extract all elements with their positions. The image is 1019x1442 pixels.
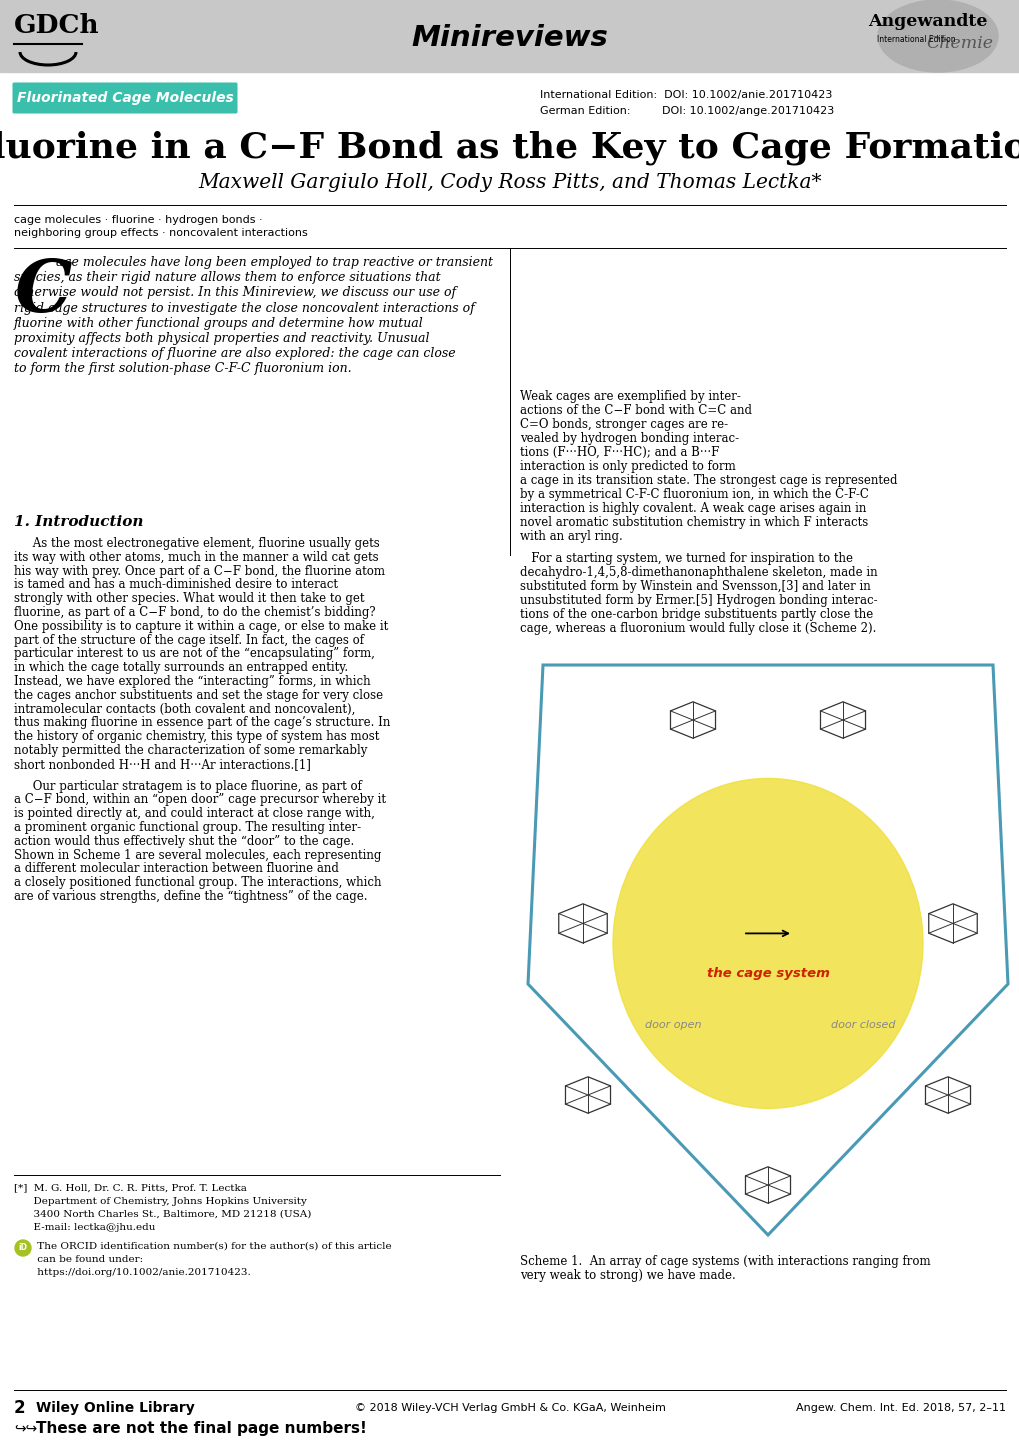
Text: substituted form by Winstein and Svensson,[3] and later in: substituted form by Winstein and Svensso… — [520, 580, 870, 593]
Text: age molecules have long been employed to trap reactive or transient: age molecules have long been employed to… — [56, 257, 492, 270]
Text: proximity affects both physical properties and reactivity. Unusual: proximity affects both physical properti… — [14, 332, 429, 345]
Text: German Edition:         DOI: 10.1002/ange.201710423: German Edition: DOI: 10.1002/ange.201710… — [539, 107, 834, 115]
Text: 2: 2 — [14, 1399, 25, 1417]
Text: Wiley Online Library: Wiley Online Library — [36, 1402, 195, 1415]
Text: The ORCID identification number(s) for the author(s) of this article: The ORCID identification number(s) for t… — [34, 1242, 391, 1252]
Text: covalent interactions of fluorine are also explored: the cage can close: covalent interactions of fluorine are al… — [14, 348, 455, 360]
Text: Shown in Scheme 1 are several molecules, each representing: Shown in Scheme 1 are several molecules,… — [14, 848, 381, 862]
Text: the cages anchor substituents and set the stage for very close: the cages anchor substituents and set th… — [14, 689, 383, 702]
Text: a prominent organic functional group. The resulting inter-: a prominent organic functional group. Th… — [14, 820, 361, 833]
Text: his way with prey. Once part of a C−F bond, the fluorine atom: his way with prey. Once part of a C−F bo… — [14, 565, 384, 578]
Text: GDCh: GDCh — [14, 13, 100, 37]
Text: tions of the one-carbon bridge substituents partly close the: tions of the one-carbon bridge substitue… — [520, 609, 872, 622]
Text: a closely positioned functional group. The interactions, which: a closely positioned functional group. T… — [14, 877, 381, 890]
Text: Fluorine in a C−F Bond as the Key to Cage Formation: Fluorine in a C−F Bond as the Key to Cag… — [0, 131, 1019, 166]
Text: Angewandte: Angewandte — [867, 13, 986, 30]
Text: the cage system: the cage system — [706, 968, 828, 981]
Text: notably permitted the characterization of some remarkably: notably permitted the characterization o… — [14, 744, 367, 757]
Ellipse shape — [877, 0, 997, 72]
Text: E-mail: lectka@jhu.edu: E-mail: lectka@jhu.edu — [14, 1223, 155, 1233]
Text: 1. Introduction: 1. Introduction — [14, 515, 144, 529]
Text: door open: door open — [644, 1019, 701, 1030]
Text: interaction is only predicted to form: interaction is only predicted to form — [520, 460, 735, 473]
Text: As the most electronegative element, fluorine usually gets: As the most electronegative element, flu… — [14, 536, 379, 549]
Text: cage, whereas a fluoronium would fully close it (Scheme 2).: cage, whereas a fluoronium would fully c… — [520, 622, 875, 634]
Text: © 2018 Wiley-VCH Verlag GmbH & Co. KGaA, Weinheim: © 2018 Wiley-VCH Verlag GmbH & Co. KGaA,… — [355, 1403, 664, 1413]
Text: decahydro-1,4,5,8-dimethanonaphthalene skeleton, made in: decahydro-1,4,5,8-dimethanonaphthalene s… — [520, 567, 876, 580]
Text: by a symmetrical C-F-C fluoronium ion, in which the C-F-C: by a symmetrical C-F-C fluoronium ion, i… — [520, 487, 868, 500]
Text: the history of organic chemistry, this type of system has most: the history of organic chemistry, this t… — [14, 730, 379, 743]
Text: Maxwell Gargiulo Holl, Cody Ross Pitts, and Thomas Lectka*: Maxwell Gargiulo Holl, Cody Ross Pitts, … — [198, 173, 821, 192]
Text: These are not the final page numbers!: These are not the final page numbers! — [36, 1420, 367, 1435]
Text: rigid cage structures to investigate the close noncovalent interactions of: rigid cage structures to investigate the… — [14, 301, 474, 314]
Text: in which the cage totally surrounds an entrapped entity.: in which the cage totally surrounds an e… — [14, 662, 347, 675]
Text: a C−F bond, within an “open door” cage precursor whereby it: a C−F bond, within an “open door” cage p… — [14, 793, 385, 806]
Text: strongly with other species. What would it then take to get: strongly with other species. What would … — [14, 593, 364, 606]
Text: short nonbonded H···H and H···Ar interactions.[1]: short nonbonded H···H and H···Ar interac… — [14, 758, 311, 771]
Text: particular interest to us are not of the “encapsulating” form,: particular interest to us are not of the… — [14, 647, 375, 660]
Text: iD: iD — [18, 1243, 28, 1253]
Ellipse shape — [15, 1240, 31, 1256]
Text: with an aryl ring.: with an aryl ring. — [520, 531, 623, 544]
Text: tions (F···HO, F···HC); and a B···F: tions (F···HO, F···HC); and a B···F — [520, 446, 718, 459]
Text: a different molecular interaction between fluorine and: a different molecular interaction betwee… — [14, 862, 338, 875]
Bar — [0, 0, 1019, 72]
Text: are of various strengths, define the “tightness” of the cage.: are of various strengths, define the “ti… — [14, 890, 367, 903]
Text: For a starting system, we turned for inspiration to the: For a starting system, we turned for ins… — [520, 552, 852, 565]
Ellipse shape — [612, 779, 922, 1109]
Text: One possibility is to capture it within a cage, or else to make it: One possibility is to capture it within … — [14, 620, 388, 633]
Text: novel aromatic substitution chemistry in which F interacts: novel aromatic substitution chemistry in… — [520, 516, 867, 529]
Text: Weak cages are exemplified by inter-: Weak cages are exemplified by inter- — [520, 389, 740, 402]
Text: unsubstituted form by Ermer.[5] Hydrogen bonding interac-: unsubstituted form by Ermer.[5] Hydrogen… — [520, 594, 876, 607]
Text: C: C — [14, 257, 71, 327]
Text: https://doi.org/10.1002/anie.201710423.: https://doi.org/10.1002/anie.201710423. — [34, 1268, 251, 1278]
Text: otherwise would not persist. In this Minireview, we discuss our use of: otherwise would not persist. In this Min… — [14, 287, 455, 300]
Text: International Edition: International Edition — [875, 35, 955, 43]
Text: species, as their rigid nature allows them to enforce situations that: species, as their rigid nature allows th… — [14, 271, 440, 284]
Text: actions of the C−F bond with C=C and: actions of the C−F bond with C=C and — [520, 404, 751, 417]
Text: fluorine, as part of a C−F bond, to do the chemist’s bidding?: fluorine, as part of a C−F bond, to do t… — [14, 606, 375, 619]
Text: intramolecular contacts (both covalent and noncovalent),: intramolecular contacts (both covalent a… — [14, 702, 355, 715]
Text: interaction is highly covalent. A weak cage arises again in: interaction is highly covalent. A weak c… — [520, 502, 865, 515]
Text: [*]  M. G. Holl, Dr. C. R. Pitts, Prof. T. Lectka: [*] M. G. Holl, Dr. C. R. Pitts, Prof. T… — [14, 1182, 247, 1193]
Text: part of the structure of the cage itself. In fact, the cages of: part of the structure of the cage itself… — [14, 633, 364, 646]
Text: can be found under:: can be found under: — [34, 1255, 143, 1265]
Text: vealed by hydrogen bonding interac-: vealed by hydrogen bonding interac- — [520, 433, 739, 446]
Text: is pointed directly at, and could interact at close range with,: is pointed directly at, and could intera… — [14, 808, 375, 820]
Text: Angew. Chem. Int. Ed. 2018, 57, 2–11: Angew. Chem. Int. Ed. 2018, 57, 2–11 — [795, 1403, 1005, 1413]
Text: Department of Chemistry, Johns Hopkins University: Department of Chemistry, Johns Hopkins U… — [14, 1197, 307, 1206]
Text: action would thus effectively shut the “door” to the cage.: action would thus effectively shut the “… — [14, 835, 354, 848]
Text: Instead, we have explored the “interacting” forms, in which: Instead, we have explored the “interacti… — [14, 675, 370, 688]
Text: Chemie: Chemie — [925, 36, 993, 52]
Text: ↪↪: ↪↪ — [14, 1420, 38, 1435]
Text: very weak to strong) we have made.: very weak to strong) we have made. — [520, 1269, 735, 1282]
Text: a cage in its transition state. The strongest cage is represented: a cage in its transition state. The stro… — [520, 474, 897, 487]
Text: fluorine with other functional groups and determine how mutual: fluorine with other functional groups an… — [14, 317, 423, 330]
Text: Minireviews: Minireviews — [411, 25, 608, 52]
Text: is tamed and has a much-diminished desire to interact: is tamed and has a much-diminished desir… — [14, 578, 337, 591]
Text: its way with other atoms, much in the manner a wild cat gets: its way with other atoms, much in the ma… — [14, 551, 378, 564]
Text: Our particular stratagem is to place fluorine, as part of: Our particular stratagem is to place flu… — [14, 780, 362, 793]
Text: Fluorinated Cage Molecules: Fluorinated Cage Molecules — [16, 91, 233, 105]
Text: thus making fluorine in essence part of the cage’s structure. In: thus making fluorine in essence part of … — [14, 717, 390, 730]
Text: International Edition:  DOI: 10.1002/anie.201710423: International Edition: DOI: 10.1002/anie… — [539, 89, 832, 99]
FancyBboxPatch shape — [12, 82, 237, 114]
Text: Scheme 1.  An array of cage systems (with interactions ranging from: Scheme 1. An array of cage systems (with… — [520, 1255, 929, 1268]
Text: door closed: door closed — [829, 1019, 895, 1030]
Text: cage molecules · fluorine · hydrogen bonds ·: cage molecules · fluorine · hydrogen bon… — [14, 215, 262, 225]
Text: to form the first solution-phase C-F-C fluoronium ion.: to form the first solution-phase C-F-C f… — [14, 362, 352, 375]
Text: 3400 North Charles St., Baltimore, MD 21218 (USA): 3400 North Charles St., Baltimore, MD 21… — [14, 1210, 311, 1218]
Text: neighboring group effects · noncovalent interactions: neighboring group effects · noncovalent … — [14, 228, 308, 238]
Text: C=O bonds, stronger cages are re-: C=O bonds, stronger cages are re- — [520, 418, 728, 431]
